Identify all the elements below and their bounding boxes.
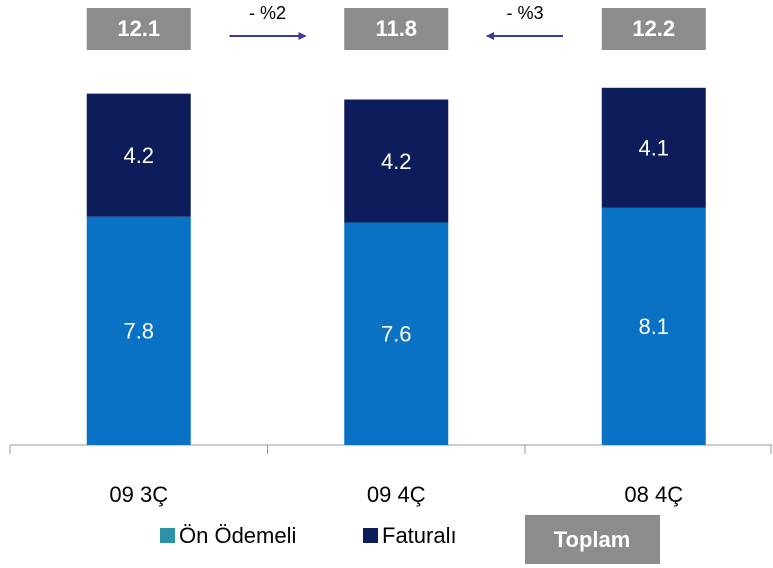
segment-label: 8.1 <box>638 314 669 339</box>
segment-label: 7.6 <box>381 322 412 347</box>
total-box <box>344 8 449 50</box>
legend-total-box <box>525 515 660 564</box>
x-tick-label: 09 3Ç <box>109 482 168 507</box>
segment-label: 7.8 <box>123 319 154 344</box>
total-label: 12.1 <box>117 16 160 41</box>
bar-segment <box>344 222 449 445</box>
x-tick-label: 09 4Ç <box>367 482 426 507</box>
bar-segment <box>86 216 191 445</box>
segment-label: 4.1 <box>638 136 669 161</box>
legend-total-label: Toplam <box>554 527 631 552</box>
total-box <box>86 8 191 50</box>
legend-swatch <box>363 528 378 543</box>
total-label: 11.8 <box>375 16 417 41</box>
legend-label: Ön Ödemeli <box>179 523 296 548</box>
change-label: - %2 <box>249 3 286 23</box>
bar-segment <box>86 93 191 217</box>
segment-label: 4.2 <box>123 143 154 168</box>
legend-swatch <box>160 528 175 543</box>
bar-segment <box>344 99 449 223</box>
x-tick-label: 08 4Ç <box>624 482 683 507</box>
total-box <box>601 8 706 50</box>
segment-label: 4.2 <box>381 149 412 174</box>
total-label: 12.2 <box>632 16 675 41</box>
change-label: - %3 <box>506 3 543 23</box>
legend-label: Faturalı <box>382 523 457 548</box>
bar-segment <box>601 207 706 445</box>
bar-segment <box>601 87 706 208</box>
